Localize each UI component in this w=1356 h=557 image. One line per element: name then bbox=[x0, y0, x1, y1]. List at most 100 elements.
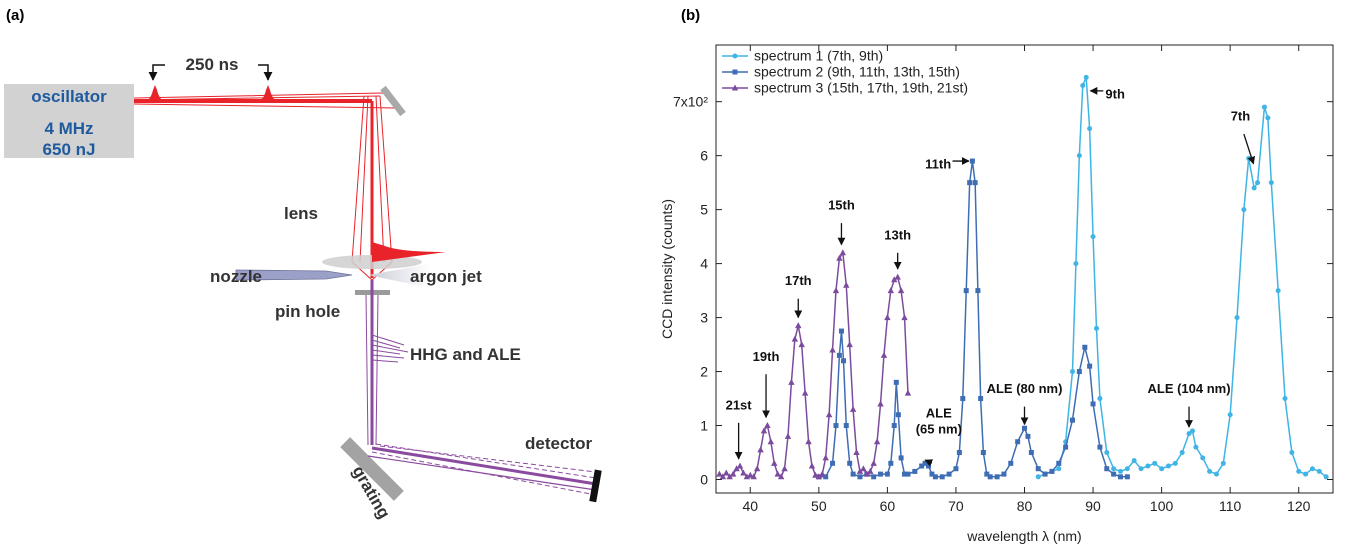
legend-label: spectrum 2 (9th, 11th, 13th, 15th) bbox=[754, 64, 960, 80]
data-point bbox=[1069, 417, 1075, 423]
data-point bbox=[729, 470, 737, 477]
data-point bbox=[836, 352, 842, 358]
data-point bbox=[1255, 180, 1261, 186]
data-point bbox=[1186, 431, 1192, 437]
arrow bbox=[148, 64, 165, 81]
nozzle bbox=[235, 269, 353, 281]
data-point bbox=[795, 322, 802, 329]
data-point bbox=[1028, 450, 1034, 456]
x-tick-label: 110 bbox=[1219, 498, 1242, 514]
thin-beams bbox=[133, 92, 396, 281]
data-point bbox=[891, 276, 898, 283]
data-point bbox=[1179, 450, 1185, 456]
argon-jet bbox=[368, 264, 430, 288]
y-tick-label: 2 bbox=[700, 364, 708, 380]
data-point bbox=[723, 469, 730, 476]
annotation: 9th bbox=[1105, 87, 1125, 102]
x-tick-label: 70 bbox=[948, 498, 964, 514]
y-tick-label: 1 bbox=[700, 418, 708, 434]
data-point bbox=[805, 438, 812, 445]
data-point bbox=[897, 287, 905, 294]
legend-marker bbox=[732, 69, 738, 75]
annotation: (65 nm) bbox=[916, 421, 962, 436]
data-point bbox=[1289, 450, 1295, 456]
mirror bbox=[380, 85, 406, 117]
data-point bbox=[1093, 325, 1099, 331]
data-point bbox=[1082, 344, 1088, 350]
data-point bbox=[743, 473, 751, 480]
data-point bbox=[784, 432, 792, 439]
data-point bbox=[788, 378, 795, 385]
data-point bbox=[972, 180, 978, 186]
data-point bbox=[847, 460, 853, 466]
oscillator-box bbox=[4, 84, 134, 158]
y-tick-label: 7x10² bbox=[673, 94, 708, 110]
arrow bbox=[258, 64, 273, 81]
data-point bbox=[767, 438, 775, 445]
pulse-spacing-label: 250 ns bbox=[186, 55, 239, 74]
x-tick-label: 50 bbox=[811, 498, 827, 514]
annotation-arrow bbox=[1243, 133, 1256, 165]
annotation: 17th bbox=[785, 273, 812, 288]
data-point bbox=[877, 400, 884, 407]
data-point bbox=[901, 314, 908, 321]
data-point bbox=[984, 471, 990, 477]
data-point bbox=[1111, 466, 1117, 472]
data-point bbox=[822, 454, 829, 461]
x-tick-label: 120 bbox=[1287, 498, 1311, 514]
data-point bbox=[1124, 466, 1130, 472]
data-point bbox=[781, 465, 788, 472]
data-point bbox=[801, 389, 809, 396]
data-point bbox=[994, 474, 1000, 480]
diffracted-beams bbox=[367, 443, 597, 496]
data-point bbox=[838, 328, 844, 334]
data-point bbox=[1207, 468, 1213, 474]
data-point bbox=[1087, 363, 1093, 369]
data-point bbox=[1138, 466, 1144, 472]
data-point bbox=[887, 287, 895, 294]
annotation-arrow bbox=[924, 459, 934, 467]
argon-jet-label: argon jet bbox=[410, 267, 482, 286]
data-point bbox=[895, 412, 901, 418]
data-point bbox=[1159, 466, 1165, 472]
data-point bbox=[1008, 460, 1014, 466]
data-point bbox=[843, 281, 850, 288]
data-point bbox=[905, 471, 911, 477]
data-point bbox=[939, 474, 945, 480]
pulse bbox=[140, 85, 170, 103]
data-point bbox=[733, 465, 740, 472]
x-tick-label: 100 bbox=[1150, 498, 1174, 514]
data-point bbox=[856, 467, 864, 474]
data-point bbox=[1200, 455, 1206, 461]
x-tick-label: 90 bbox=[1085, 498, 1101, 514]
data-point bbox=[904, 389, 912, 396]
data-point bbox=[1080, 82, 1086, 88]
data-point bbox=[1165, 463, 1171, 469]
data-point bbox=[1056, 460, 1062, 466]
annotation: 21st bbox=[726, 397, 753, 412]
data-point bbox=[932, 474, 938, 480]
data-point bbox=[833, 423, 839, 429]
data-point bbox=[1227, 412, 1233, 418]
data-point bbox=[1076, 153, 1082, 159]
data-point bbox=[1073, 261, 1079, 267]
data-point bbox=[849, 405, 857, 412]
data-point bbox=[857, 474, 863, 480]
data-point bbox=[1087, 126, 1093, 132]
detector-label: detector bbox=[525, 434, 592, 453]
data-point bbox=[867, 467, 874, 474]
data-point bbox=[1090, 401, 1096, 407]
annotation: 15th bbox=[828, 198, 855, 213]
data-point bbox=[1097, 396, 1103, 402]
hhg-label: HHG and ALE bbox=[410, 345, 521, 364]
pin-hole-label: pin hole bbox=[275, 302, 340, 321]
data-point bbox=[960, 396, 966, 402]
data-point bbox=[1117, 474, 1123, 480]
data-point bbox=[760, 427, 768, 434]
data-point bbox=[716, 470, 723, 477]
data-point bbox=[1152, 460, 1158, 466]
data-point bbox=[1015, 439, 1021, 445]
data-point bbox=[1104, 450, 1110, 456]
x-tick-label: 80 bbox=[1017, 498, 1033, 514]
data-point bbox=[926, 463, 932, 469]
